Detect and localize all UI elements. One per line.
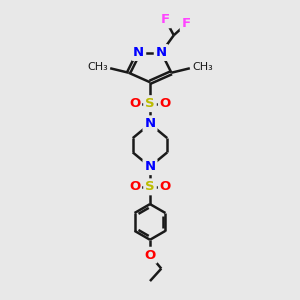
Text: O: O bbox=[160, 97, 171, 110]
Text: S: S bbox=[145, 180, 155, 194]
Text: S: S bbox=[145, 97, 155, 110]
Text: CH₃: CH₃ bbox=[192, 62, 213, 72]
Text: O: O bbox=[129, 97, 140, 110]
Text: O: O bbox=[160, 180, 171, 194]
Text: O: O bbox=[144, 249, 156, 262]
Text: N: N bbox=[144, 117, 156, 130]
Text: F: F bbox=[182, 17, 191, 31]
Text: CH₃: CH₃ bbox=[87, 62, 108, 72]
Text: O: O bbox=[129, 180, 140, 194]
Text: N: N bbox=[144, 160, 156, 173]
Text: F: F bbox=[161, 13, 170, 26]
Text: N: N bbox=[133, 46, 144, 59]
Text: N: N bbox=[156, 46, 167, 59]
